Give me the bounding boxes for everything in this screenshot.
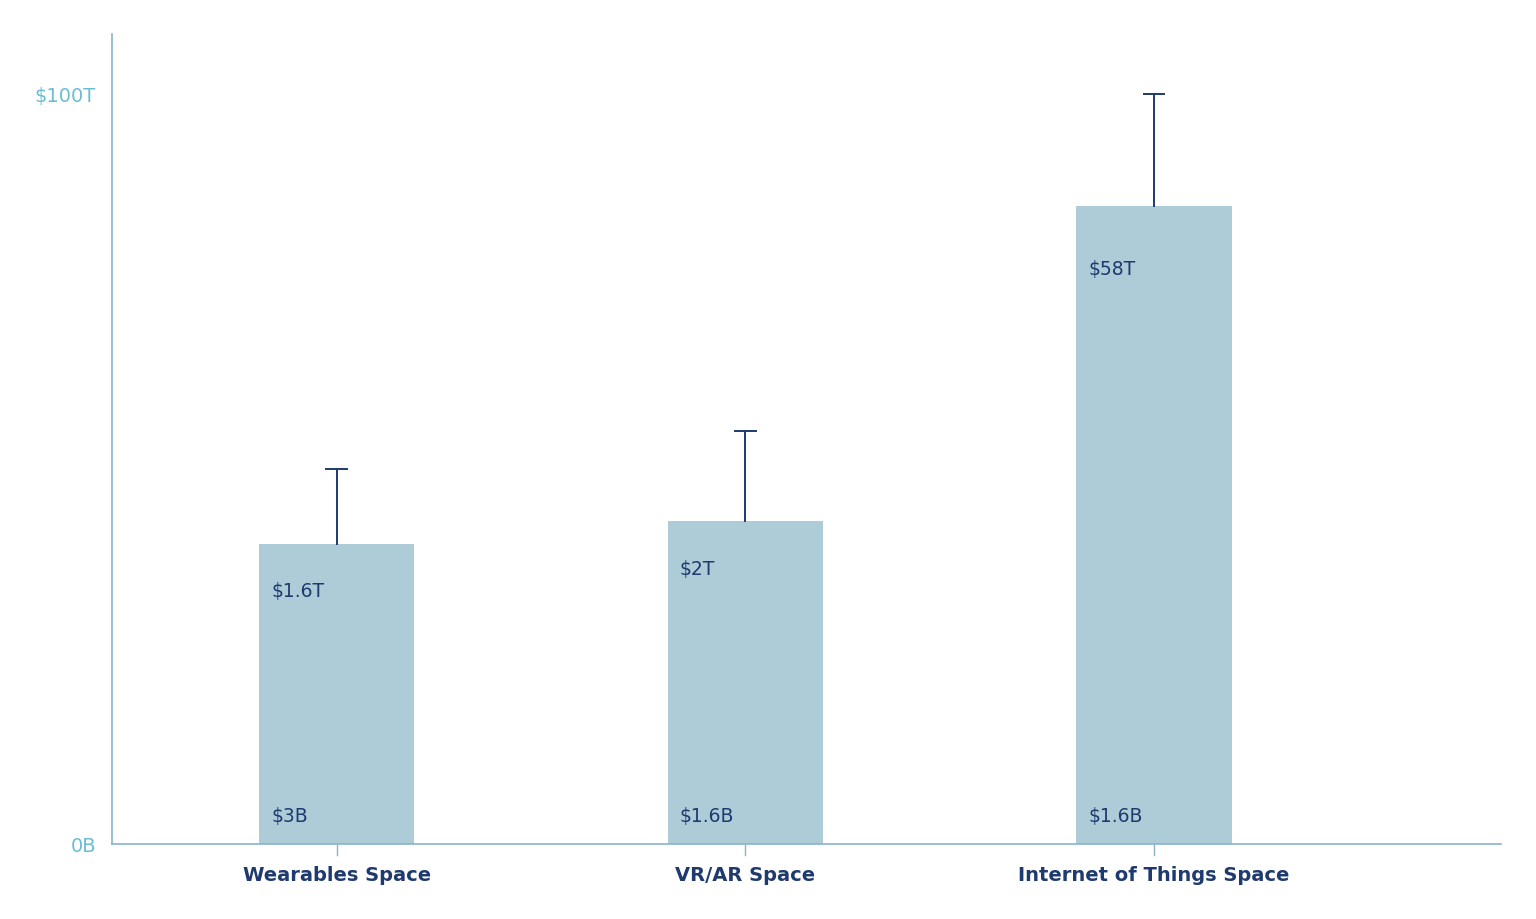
Bar <box>1077 207 1232 844</box>
Text: $2T: $2T <box>680 559 716 578</box>
Bar <box>260 544 415 844</box>
Text: $3B: $3B <box>272 806 309 825</box>
Bar <box>668 522 823 844</box>
Text: $1.6B: $1.6B <box>680 806 734 825</box>
Text: $58T: $58T <box>1089 259 1135 278</box>
Text: $1.6T: $1.6T <box>272 582 324 601</box>
Text: $1.6B: $1.6B <box>1089 806 1143 825</box>
